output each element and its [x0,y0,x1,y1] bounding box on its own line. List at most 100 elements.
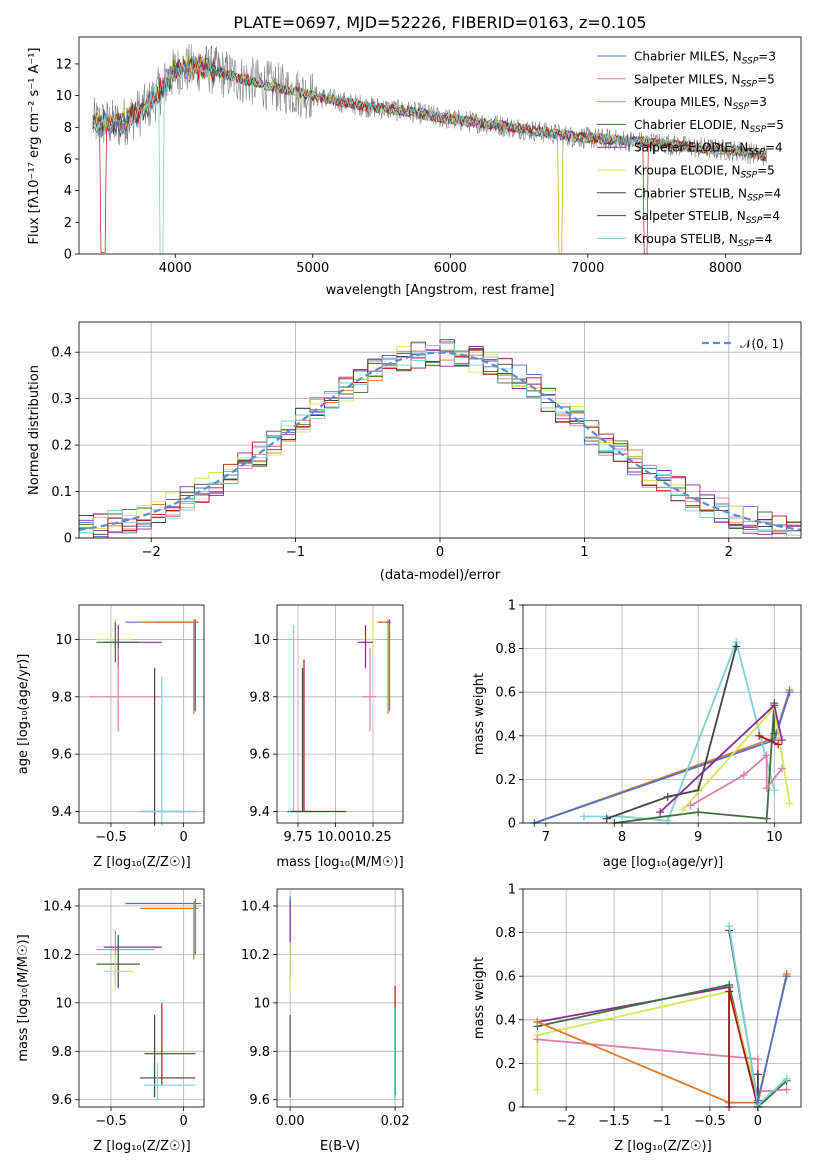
y-tick-label: 12 [55,57,72,72]
residual-panel: (data-model)/error Normed distribution −… [27,321,802,583]
x-tick-label: −0.5 [95,830,127,845]
age-mass-xlabel: mass [log₁₀(M/M☉)] [276,855,403,870]
legend-label-sub: SSP [742,57,759,67]
x-tick-label: 0.00 [276,1114,305,1129]
legend-label-suffix: =5 [757,72,775,86]
legend-label-suffix: =3 [749,95,767,109]
y-tick-label: 1 [508,599,516,614]
x-tick-label: 9 [694,830,702,845]
weight-age-xlabel: age [log₁₀(age/yr)] [603,855,724,870]
x-tick-label: 0 [754,1114,762,1129]
legend-label-sub: SSP [733,102,750,112]
histogram-step-line [79,342,801,536]
axes-frame [276,888,404,1108]
y-tick-label: 0.4 [495,1013,516,1028]
y-tick-label: 2 [64,216,72,231]
age-z-ylabel: age [log₁₀(age/yr)] [16,654,31,775]
y-tick-label: 8 [64,121,72,136]
age-vs-mass-panel: mass [log₁₀(M/M☉)] 9.75 10.00 10.25 9.4 9.6 9… [249,604,404,870]
legend-label-sub: SSP [750,125,767,135]
y-tick-label: 0 [64,248,72,263]
x-tick-label: 8000 [709,261,742,276]
weight-vs-z-panel: Z [log₁₀(Z/Z☉)] mass weight −2 −1.5 −1 −0.5… [472,883,802,1154]
legend-label-suffix: =4 [762,209,780,223]
y-tick-label: 9.8 [249,690,270,705]
x-tick-label: 0.02 [381,1114,410,1129]
legend-label-suffix: =4 [754,232,772,246]
legend-label: Chabrier STELIB, NSSP=4 [634,186,781,203]
legend-label-sub: SSP [748,148,765,158]
legend-label: Kroupa STELIB, NSSP=4 [634,232,772,249]
axes-frame [522,888,802,1108]
x-tick-label: 10 [766,830,783,845]
y-tick-label: 9.4 [51,805,72,820]
plot-area [277,889,403,1107]
spectrum-panel: PLATE=0697, MJD=52226, FIBERID=0163, z=0… [27,13,802,298]
y-tick-label: 10.4 [241,899,270,914]
y-tick-label: 0 [508,1101,516,1116]
x-tick-label: 7 [542,830,550,845]
plot-area [523,605,801,823]
legend-label: Salpeter STELIB, NSSP=4 [634,209,780,226]
residual-xlabel: (data-model)/error [380,568,501,583]
legend-label-sub: SSP [738,239,755,249]
plot-area [79,605,204,823]
y-tick-label: 9.8 [249,1045,270,1060]
legend-label: Salpeter ELODIE, NSSP=4 [634,141,783,158]
mass-vs-ebv-panel: E(B-V) 0.00 0.02 9.6 9.8 10 10.2 10.4 [241,888,410,1154]
weight-series-line [757,975,788,1101]
legend-label-suffix: =3 [758,50,776,64]
histogram-step-line [79,349,801,538]
legend-label: Salpeter MILES, NSSP=5 [634,72,775,89]
axes-frame [78,36,802,255]
y-tick-label: 10.2 [43,948,72,963]
y-tick-label: 10 [253,633,270,648]
plot-area [277,605,403,823]
legend-label-sub: SSP [741,171,758,181]
x-tick-label: 10.00 [317,830,354,845]
spectrum-model-line [92,56,767,254]
y-tick-label: 9.8 [51,1045,72,1060]
gaussian-curve [79,351,801,531]
axes-frame [78,604,205,824]
legend-label: 𝒩(0, 1) [740,337,784,351]
x-tick-label: −2 [557,1114,576,1129]
weight-series-line [536,990,759,1097]
x-tick-label: 0 [180,1114,188,1129]
x-tick-label: −1 [652,1114,671,1129]
spectrum-model-line [92,54,767,162]
mass-vs-z-panel: Z [log₁₀(Z/Z☉)] mass [log₁₀(M/M☉)] −0.5 0… [16,888,205,1154]
y-tick-label: 10.2 [241,948,270,963]
y-tick-label: 0.6 [495,686,516,701]
plot-area [79,889,204,1107]
legend-label-sub: SSP [746,216,763,226]
legend-label-sub: SSP [747,193,764,203]
x-tick-label: 0 [436,545,444,560]
spectrum-title: PLATE=0697, MJD=52226, FIBERID=0163, z=0… [233,13,646,32]
axes-frame [78,321,802,539]
mass-z-xlabel: Z [log₁₀(Z/Z☉)] [93,1139,190,1154]
y-tick-label: 6 [64,152,72,167]
y-tick-label: 0.4 [495,729,516,744]
y-tick-label: 10 [253,996,270,1011]
x-tick-label: 2 [725,545,733,560]
y-tick-label: 9.6 [249,1093,270,1108]
x-tick-label: 0 [180,830,188,845]
y-tick-label: 9.6 [51,1093,72,1108]
y-tick-label: 0.8 [495,926,516,941]
y-tick-label: 1 [508,883,516,898]
y-tick-label: 9.6 [51,748,72,763]
x-tick-label: −1 [286,545,305,560]
age-z-xlabel: Z [log₁₀(Z/Z☉)] [93,855,190,870]
y-tick-label: 0.3 [51,392,72,407]
mass-ebv-xlabel: E(B-V) [320,1139,360,1154]
legend-label-suffix: =5 [766,118,784,132]
y-tick-label: 0.2 [495,1057,516,1072]
y-tick-label: 0.4 [51,346,72,361]
y-tick-label: 10 [55,996,72,1011]
weight-vs-age-panel: age [log₁₀(age/yr)] mass weight 7 8 9 10 0 0.… [472,599,802,870]
legend-label-sub: SSP [741,79,758,89]
y-tick-label: 0 [64,532,72,547]
legend-label: Chabrier ELODIE, NSSP=5 [634,118,784,135]
